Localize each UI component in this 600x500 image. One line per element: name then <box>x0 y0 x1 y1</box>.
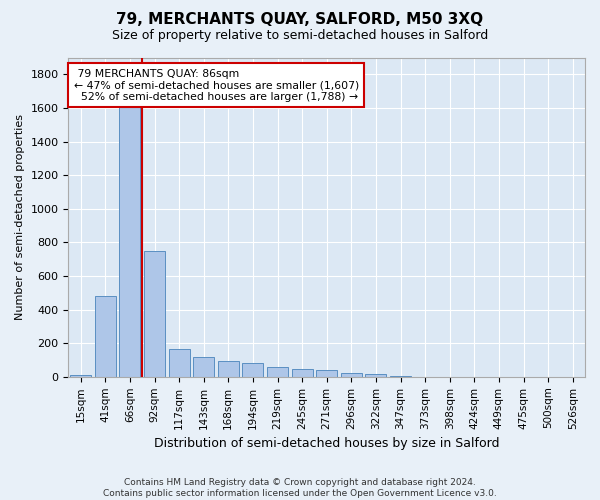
Bar <box>144 251 165 377</box>
Bar <box>169 349 190 377</box>
Bar <box>242 364 263 377</box>
Bar <box>365 374 386 377</box>
Text: 79 MERCHANTS QUAY: 86sqm
← 47% of semi-detached houses are smaller (1,607)
  52%: 79 MERCHANTS QUAY: 86sqm ← 47% of semi-d… <box>74 68 359 102</box>
Text: 79, MERCHANTS QUAY, SALFORD, M50 3XQ: 79, MERCHANTS QUAY, SALFORD, M50 3XQ <box>116 12 484 28</box>
Y-axis label: Number of semi-detached properties: Number of semi-detached properties <box>15 114 25 320</box>
Bar <box>390 376 411 377</box>
Bar <box>316 370 337 377</box>
X-axis label: Distribution of semi-detached houses by size in Salford: Distribution of semi-detached houses by … <box>154 437 499 450</box>
Text: Size of property relative to semi-detached houses in Salford: Size of property relative to semi-detach… <box>112 29 488 42</box>
Bar <box>341 372 362 377</box>
Bar <box>292 370 313 377</box>
Bar <box>70 376 91 377</box>
Bar <box>218 361 239 377</box>
Bar <box>119 94 140 377</box>
Bar <box>95 296 116 377</box>
Text: Contains HM Land Registry data © Crown copyright and database right 2024.
Contai: Contains HM Land Registry data © Crown c… <box>103 478 497 498</box>
Bar <box>267 366 288 377</box>
Bar <box>193 358 214 377</box>
